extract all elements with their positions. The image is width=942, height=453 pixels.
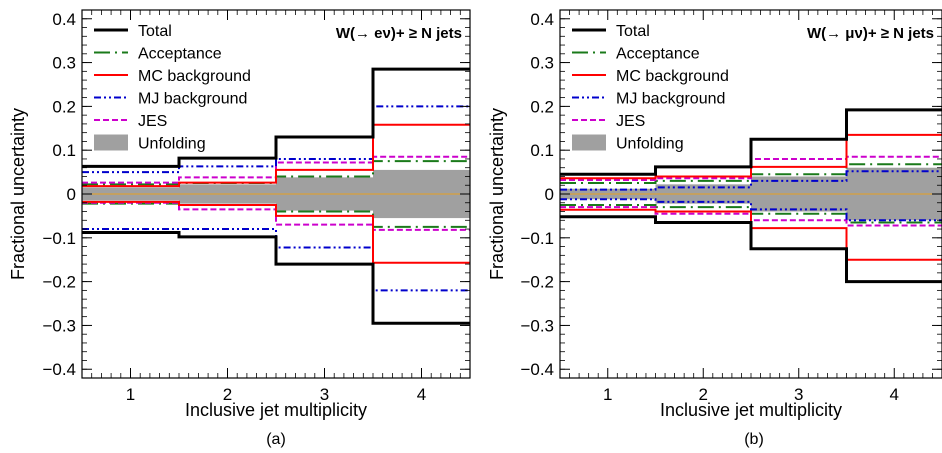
x-tick-label: 1	[603, 385, 612, 404]
chart-panel-1: −0.4 −0.3 −0.2 −0.1 0 0.1 0.2 0.3 0.4 1 2 3 4 Inclusi…	[8, 9, 471, 448]
x-axis-title: Inclusive jet multiplicity	[185, 400, 367, 420]
y-tick-label: 0.2	[52, 97, 76, 116]
legend-label: MC background	[616, 68, 729, 85]
legend-label: MC background	[138, 68, 251, 85]
channel-annotation: W(→ μν)+ ≥ N jets	[807, 25, 934, 42]
y-tick-label: 0.1	[52, 141, 76, 160]
plot-area	[82, 67, 470, 325]
legend-label: Unfolding	[616, 136, 684, 153]
legend-label: JES	[138, 113, 167, 130]
y-tick-label: 0.4	[52, 10, 76, 29]
y-tick-label: −0.2	[42, 273, 76, 292]
series-line-mj-background-up	[82, 105, 470, 174]
panel-label: (a)	[266, 431, 286, 448]
legend: Total Acceptance MC background MJ backgroun…	[94, 23, 251, 153]
legend-swatch-unfolding	[94, 134, 128, 151]
y-tick-label: −0.3	[42, 316, 76, 335]
series-line-total-up	[560, 108, 942, 176]
legend: Total Acceptance MC background MJ backgroun…	[572, 23, 729, 153]
y-tick-label: 0	[67, 185, 76, 204]
y-tick-label: 0.3	[52, 54, 76, 73]
channel-annotation: W(→ eν)+ ≥ N jets	[336, 25, 462, 42]
x-tick-label: 3	[794, 385, 803, 404]
series-line-total-down	[560, 215, 942, 284]
x-tick-label: 3	[320, 385, 329, 404]
legend-label: Total	[138, 23, 172, 40]
chart-panel-2: −0.4 −0.3 −0.2 −0.1 0 0.1 0.2 0.3 0.4 1 2 3 4 Inclusi…	[487, 9, 942, 448]
y-tick-label: 0.4	[530, 10, 554, 29]
y-tick-label: −0.3	[520, 316, 554, 335]
x-tick-label: 2	[699, 385, 708, 404]
legend-label: Unfolding	[138, 136, 206, 153]
legend-label: Acceptance	[138, 46, 222, 63]
y-tick-label: 0	[545, 185, 554, 204]
panel-label: (b)	[744, 431, 764, 448]
plot-area	[560, 108, 942, 284]
y-tick-label: −0.1	[520, 229, 554, 248]
legend-label: Total	[616, 23, 650, 40]
legend-swatch-unfolding	[572, 134, 606, 151]
series-line-mj-background-up	[560, 170, 942, 191]
x-tick-label: 1	[126, 385, 135, 404]
series-line-mc-background-down	[82, 200, 470, 264]
legend-label: JES	[616, 113, 645, 130]
y-tick-label: 0.1	[530, 141, 554, 160]
series-line-mj-background-down	[82, 228, 470, 292]
series-line-total-up	[82, 67, 470, 168]
legend-label: MJ background	[138, 91, 247, 108]
x-axis-title: Inclusive jet multiplicity	[660, 400, 842, 420]
series-line-total-down	[82, 231, 470, 325]
y-axis-title: Fractional uncertainty	[487, 108, 507, 280]
x-tick-label: 4	[417, 385, 426, 404]
x-tick-label: 4	[890, 385, 899, 404]
y-tick-label: 0.3	[530, 54, 554, 73]
y-tick-label: −0.2	[520, 273, 554, 292]
series-line-mj-background-down	[560, 198, 942, 222]
y-tick-label: −0.1	[42, 229, 76, 248]
y-axis-title: Fractional uncertainty	[8, 108, 28, 280]
y-tick-label: −0.4	[42, 360, 76, 379]
x-tick-label: 2	[223, 385, 232, 404]
y-tick-label: 0.2	[530, 97, 554, 116]
legend-label: MJ background	[616, 91, 725, 108]
legend-label: Acceptance	[616, 46, 700, 63]
y-tick-label: −0.4	[520, 360, 554, 379]
